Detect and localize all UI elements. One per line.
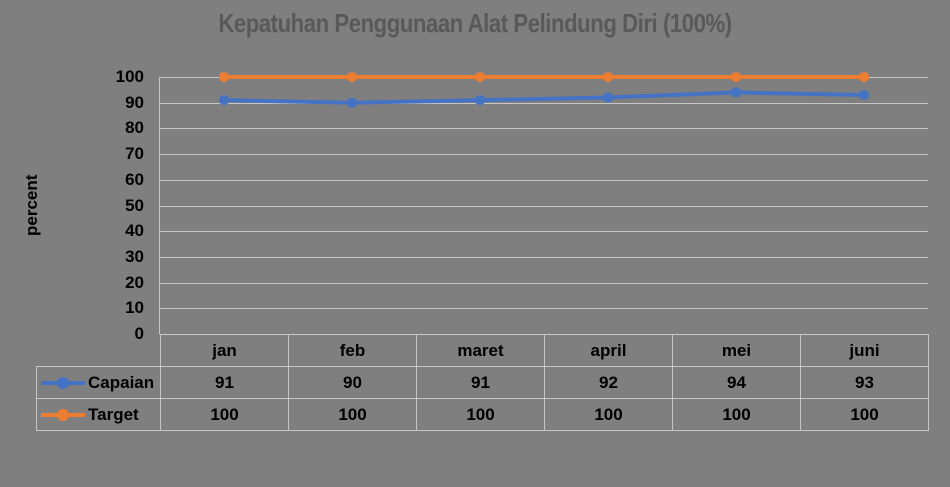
series-marker-icon bbox=[603, 92, 613, 103]
table-corner-cell bbox=[37, 335, 161, 367]
value-cell: 100 bbox=[416, 398, 545, 431]
month-header-cell: mei bbox=[672, 334, 801, 367]
value-cell: 100 bbox=[288, 398, 417, 431]
series-marker-icon bbox=[475, 95, 485, 106]
value-cell: 100 bbox=[800, 398, 929, 431]
series-marker-icon bbox=[859, 72, 869, 82]
value-cell: 100 bbox=[672, 398, 801, 431]
legend-row-label-capaian: Capaian bbox=[36, 366, 161, 399]
series-marker-icon bbox=[347, 97, 357, 108]
chart-data-table: jan feb maret april mei juni Capaian 91 90 91 92 94… bbox=[36, 334, 929, 431]
series-marker-icon bbox=[731, 72, 741, 82]
y-tick-label: 80 bbox=[125, 118, 144, 138]
value-cell: 90 bbox=[288, 366, 417, 399]
series-marker-icon bbox=[603, 72, 613, 82]
y-tick-label: 60 bbox=[125, 169, 144, 189]
y-tick-label: 20 bbox=[125, 272, 144, 292]
y-tick-label: 70 bbox=[125, 144, 144, 164]
series-name-label: Target bbox=[88, 404, 139, 424]
y-tick-label: 100 bbox=[115, 67, 144, 86]
series-marker-icon bbox=[347, 72, 357, 82]
y-tick-label: 40 bbox=[125, 221, 144, 241]
chart-title: Kepatuhan Penggunaan Alat Pelindung Diri… bbox=[218, 8, 732, 38]
value-cell: 91 bbox=[416, 366, 545, 399]
legend-row-label-target: Target bbox=[36, 398, 161, 431]
value-cell: 94 bbox=[672, 366, 801, 399]
series-marker-icon bbox=[219, 72, 229, 82]
value-cell: 91 bbox=[160, 366, 289, 399]
y-tick-label: 10 bbox=[125, 298, 144, 318]
month-header-cell: jan bbox=[160, 334, 289, 367]
series-marker-icon bbox=[219, 95, 229, 106]
table-row-capaian: Capaian 91 90 91 92 94 93 bbox=[36, 366, 929, 399]
month-header-cell: feb bbox=[288, 334, 417, 367]
series-line-capaian bbox=[222, 90, 866, 105]
series-marker-icon bbox=[731, 87, 741, 98]
value-cell: 92 bbox=[544, 366, 673, 399]
value-cell: 93 bbox=[800, 366, 929, 399]
y-tick-label: 0 bbox=[134, 324, 144, 343]
legend-key-icon bbox=[41, 376, 85, 389]
y-tick-label: 30 bbox=[125, 246, 144, 266]
month-header-cell: april bbox=[544, 334, 673, 367]
month-header-cell: maret bbox=[416, 334, 545, 367]
series-marker-icon bbox=[475, 72, 485, 82]
value-cell: 100 bbox=[544, 398, 673, 431]
month-header-cell: juni bbox=[800, 334, 929, 367]
series-name-label: Capaian bbox=[88, 372, 155, 392]
table-header-row: jan feb maret april mei juni bbox=[37, 334, 929, 367]
table-row-target: Target 100 100 100 100 100 100 bbox=[36, 398, 929, 431]
value-cell: 100 bbox=[160, 398, 289, 431]
series-marker-icon bbox=[859, 89, 869, 100]
y-tick-label: 50 bbox=[125, 195, 144, 215]
legend-key-icon bbox=[41, 408, 85, 421]
y-tick-label: 90 bbox=[125, 92, 144, 112]
